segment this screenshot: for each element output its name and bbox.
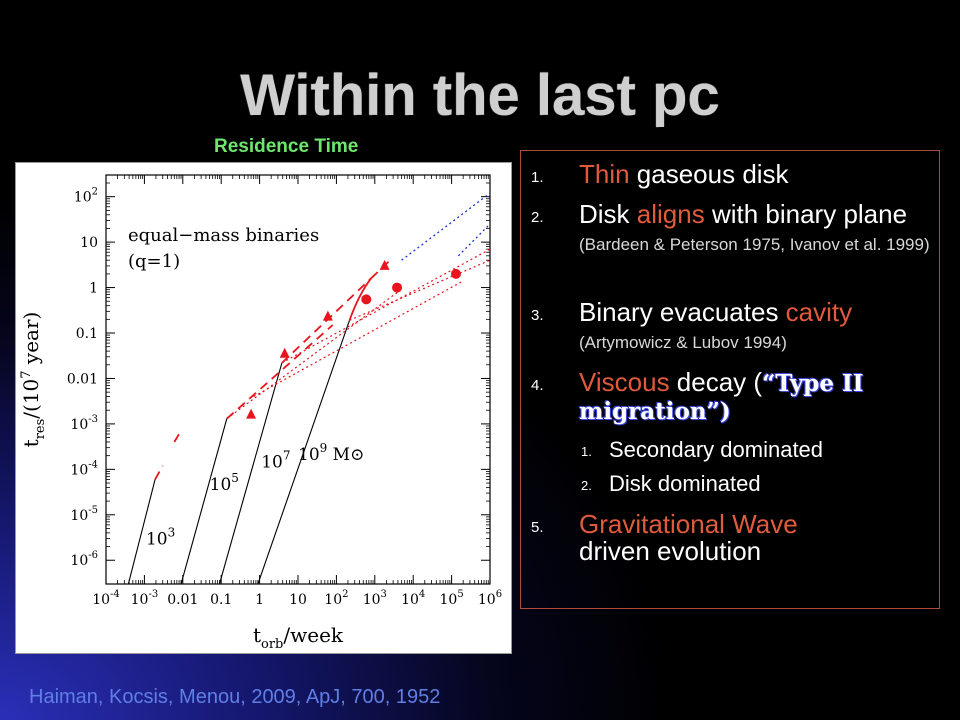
y-tick-label: 10 — [80, 235, 98, 251]
y-tick-label: 1 — [89, 281, 98, 297]
item-5-rest: driven evolution — [579, 536, 762, 566]
series-line-disk-10 — [226, 291, 399, 420]
x-tick-label: 0.1 — [210, 592, 232, 608]
y-tick-label: 10-4 — [70, 459, 98, 478]
reference-bardeen: (Bardeen & Peterson 1975, Ivanov et al. … — [579, 235, 930, 254]
annotation-line-1: equal−mass binaries — [128, 225, 319, 246]
x-tick-label: 0.01 — [167, 592, 198, 608]
triangle-marker — [246, 408, 257, 419]
highlight-cavity: cavity — [785, 297, 853, 327]
x-tick-label: 102 — [324, 589, 348, 608]
item-4-a: decay ( — [669, 367, 763, 397]
item-text: Thin gaseous disk — [579, 161, 937, 188]
reference-artymowicz: (Artymowicz & Lubov 1994) — [579, 333, 787, 352]
y-tick-label: 10-6 — [70, 550, 98, 569]
series-line-gw-2 — [218, 362, 283, 585]
item-text: Gravitational Wave driven evolution — [579, 511, 937, 565]
y-tick-label: 0.01 — [67, 371, 98, 387]
item-2-b: with binary plane — [704, 199, 908, 229]
y-tick-label: 0.1 — [76, 326, 98, 342]
citation: Haiman, Kocsis, Menou, 2009, ApJ, 700, 1… — [29, 686, 441, 708]
residence-time-label: Residence Time — [214, 136, 359, 157]
y-axis-label: tres/(107 year) — [19, 312, 48, 448]
item-number: 1. — [531, 169, 544, 186]
series-line-gw-1 — [180, 418, 228, 585]
y-tick-label: 102 — [74, 187, 98, 206]
series-line-secondary-9 — [370, 259, 391, 279]
circle-marker — [361, 294, 372, 305]
item-1-rest: gaseous disk — [629, 159, 789, 189]
triangle-marker — [322, 310, 333, 321]
residence-time-chart: 10-4 10-3 0.01 0.1 1 10 102 103 104 105 106 10-6 10-… — [15, 162, 512, 654]
highlight-thin: Thin — [579, 159, 630, 189]
item-text: Disk aligns with binary plane (Bardeen &… — [579, 201, 937, 258]
annotation-line-2: (q=1) — [128, 251, 180, 272]
mass-label: 107 — [261, 448, 290, 472]
series-line-blue-14 — [401, 192, 491, 261]
chart-svg: 10-4 10-3 0.01 0.1 1 10 102 103 104 105 106 10-6 10-… — [19, 174, 502, 652]
item-3-a: Binary evacuates — [579, 297, 786, 327]
triangle-marker — [279, 347, 290, 358]
type-ii-migration: “Type II migration”) — [579, 370, 864, 425]
series-line-gw-0 — [127, 479, 156, 585]
highlight-aligns: aligns — [636, 199, 705, 229]
circle-marker — [450, 268, 461, 279]
series-line-disk-13 — [349, 259, 491, 321]
series-line-secondary-6 — [173, 433, 180, 443]
x-tick-label: 104 — [401, 589, 425, 608]
highlight-gw: Gravitational Wave — [579, 509, 798, 539]
x-tick-label: 10-3 — [131, 589, 159, 608]
mass-label: 109 M⊙ — [298, 441, 364, 465]
series-line-secondary-8 — [281, 277, 372, 364]
triangle-marker — [379, 259, 390, 270]
series-line-gw_curve-4 — [348, 277, 372, 321]
y-tick-label: 10-3 — [70, 414, 98, 433]
sub-item-number: 2. — [581, 478, 592, 493]
item-text: Binary evacuates cavity (Artymowicz & Lub… — [579, 299, 937, 356]
y-tick-label: 10-5 — [70, 505, 98, 524]
x-tick-label: 1 — [255, 592, 264, 608]
series-line-blue-15 — [457, 223, 491, 257]
x-tick-label: 103 — [363, 589, 387, 608]
x-tick-label: 105 — [439, 589, 463, 608]
circle-marker — [392, 282, 403, 293]
series-line-secondary-5 — [154, 465, 164, 480]
sub-item-number: 1. — [581, 444, 592, 459]
sub-item-secondary: Secondary dominated — [609, 437, 824, 462]
series-line-secondary-7 — [226, 324, 334, 420]
item-2-a: Disk — [579, 199, 637, 229]
sub-item-disk: Disk dominated — [609, 471, 761, 496]
x-tick-label: 10 — [289, 592, 307, 608]
x-tick-label: 106 — [478, 589, 502, 608]
series-line-gw-3 — [257, 320, 351, 585]
item-number: 3. — [531, 307, 544, 324]
x-axis-label: torb/week — [253, 623, 344, 652]
mass-label: 103 — [146, 526, 175, 550]
slide-title: Within the last pc — [240, 63, 720, 128]
item-number: 5. — [531, 519, 544, 536]
highlight-viscous: Viscous — [579, 367, 670, 397]
mass-label: 105 — [210, 471, 239, 495]
item-number: 4. — [531, 377, 544, 394]
x-tick-label: 10-4 — [92, 589, 120, 608]
bullet-panel: 1. Thin gaseous disk 2. Disk aligns with… — [520, 150, 940, 609]
item-number: 2. — [531, 209, 544, 226]
item-text: Viscous decay (“Type II migration”) — [579, 367, 937, 426]
